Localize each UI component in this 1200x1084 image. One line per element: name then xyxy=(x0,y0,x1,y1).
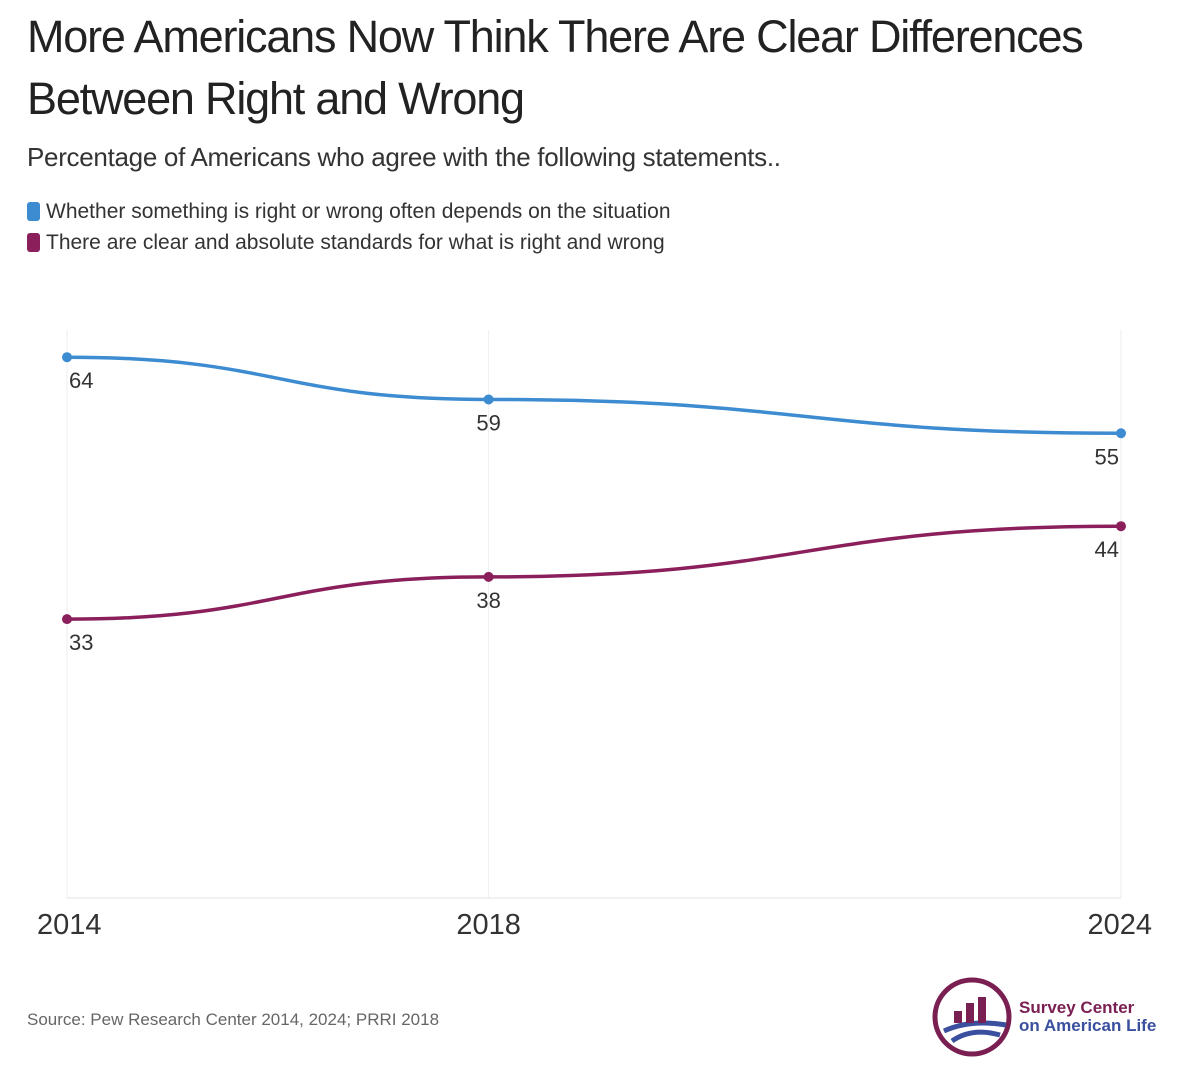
x-tick-label-2024: 2024 xyxy=(1087,909,1152,941)
legend-swatch-situational xyxy=(27,202,40,221)
data-label-s2-2024: 44 xyxy=(1095,537,1119,562)
legend-swatch-absolute xyxy=(27,233,40,252)
series-line-1 xyxy=(66,355,1122,435)
line-chart: 64 59 55 33 38 44 2014 2018 2024 xyxy=(37,330,1152,941)
source-note: Source: Pew Research Center 2014, 2024; … xyxy=(27,1010,440,1029)
data-point-s1-2018 xyxy=(483,394,494,405)
logo-text-line1: Survey Center xyxy=(1019,998,1135,1017)
x-tick-label-2014: 2014 xyxy=(37,909,102,941)
chart-subtitle: Percentage of Americans who agree with t… xyxy=(27,142,781,172)
data-point-s2-2024 xyxy=(1116,521,1126,532)
data-label-s2-2018: 38 xyxy=(476,588,500,613)
data-label-s2-2014: 33 xyxy=(69,630,93,655)
survey-center-logo-icon xyxy=(932,977,1012,1057)
data-label-s1-2018: 59 xyxy=(476,410,500,435)
data-point-s2-2018 xyxy=(483,571,494,582)
legend-label-absolute: There are clear and absolute standards f… xyxy=(46,230,665,254)
legend-item-absolute: There are clear and absolute standards f… xyxy=(27,227,671,258)
x-tick-label-2018: 2018 xyxy=(456,909,521,941)
data-point-s2-2014 xyxy=(62,614,72,625)
data-point-s1-2014 xyxy=(62,352,72,363)
legend-label-situational: Whether something is right or wrong ofte… xyxy=(46,199,671,223)
series-line-2 xyxy=(66,524,1122,621)
logo-text-line2: on American Life xyxy=(1019,1016,1157,1035)
logo-text: Survey Center on American Life xyxy=(1019,999,1156,1035)
legend: Whether something is right or wrong ofte… xyxy=(27,196,671,258)
survey-center-logo: Survey Center on American Life xyxy=(930,975,1170,1059)
chart-title: More Americans Now Think There Are Clear… xyxy=(27,11,1084,124)
data-point-s1-2024 xyxy=(1116,428,1126,439)
data-label-s1-2014: 64 xyxy=(69,368,93,393)
data-label-s1-2024: 55 xyxy=(1095,444,1119,469)
legend-item-situational: Whether something is right or wrong ofte… xyxy=(27,196,671,227)
